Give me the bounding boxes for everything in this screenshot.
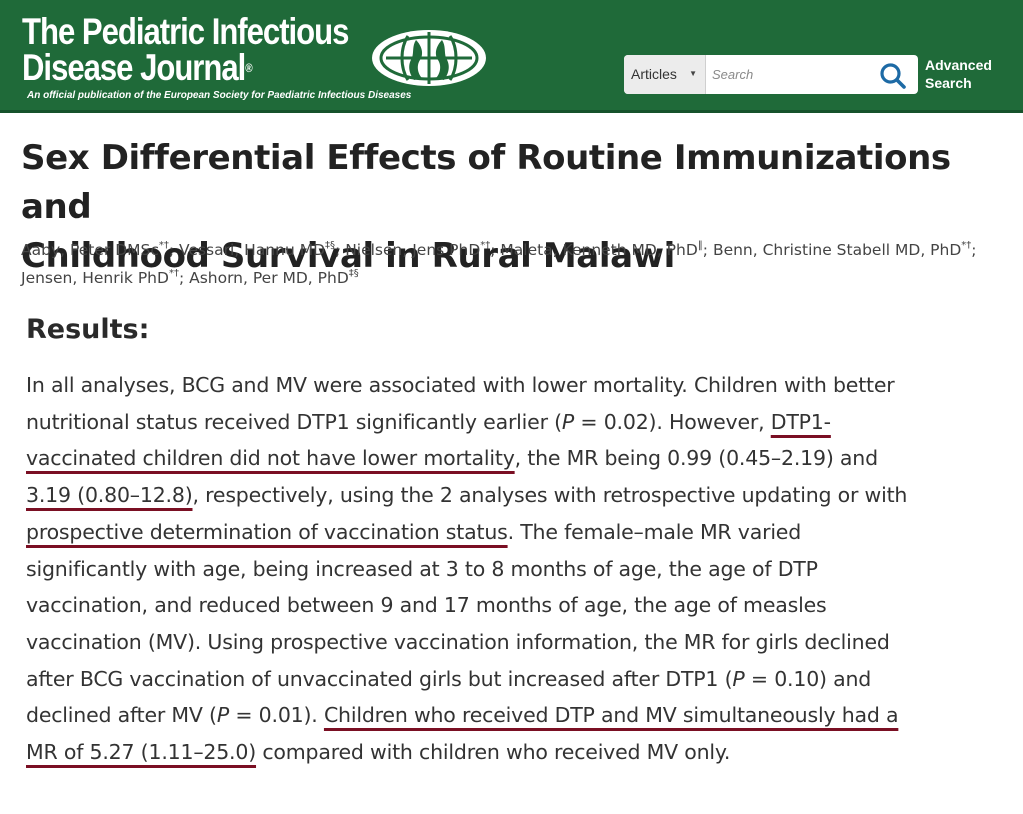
author-separator: ;: [168, 241, 180, 259]
results-heading: Results:: [26, 314, 150, 345]
author-name: Nielsen, Jens PhD: [345, 241, 481, 259]
chevron-down-icon: ▼: [689, 69, 697, 78]
article-title: Sex Differential Effects of Routine Immu…: [21, 134, 1011, 281]
search-scope-label: Articles: [631, 66, 677, 82]
underlined-highlight: prospective determination of vaccination…: [26, 519, 508, 544]
author-link[interactable]: Jensen, Henrik PhD*†: [21, 268, 179, 288]
search-scope-select[interactable]: Articles ▼: [624, 55, 706, 94]
search-input[interactable]: [708, 59, 872, 90]
author-link[interactable]: Nielsen, Jens PhD*†: [345, 240, 491, 260]
results-text: = 0.02). However,: [574, 409, 771, 434]
journal-title-line2: Disease Journal: [22, 47, 246, 88]
search-box: Articles ▼: [624, 55, 918, 94]
results-text: = 0.01).: [229, 703, 324, 728]
author-affiliation-marks: ‡§: [348, 268, 359, 279]
author-link[interactable]: Maleta, Kenneth MD, PhD‖: [500, 240, 703, 260]
author-name: Vessari, Hannu MD: [179, 241, 326, 259]
author-name: Ashorn, Per MD, PhD: [189, 269, 349, 287]
author-separator: ;: [490, 241, 501, 259]
advanced-search-link[interactable]: Advanced Search: [925, 56, 1015, 92]
author-affiliation-marks: ‖: [697, 240, 703, 251]
author-separator: ;: [335, 241, 346, 259]
site-header: The Pediatric Infectious Disease Journal…: [0, 0, 1023, 113]
author-name: Aaby, Peter DMSc: [21, 241, 159, 259]
underlined-highlight: Children who received DTP and MV simulta…: [26, 703, 899, 765]
author-affiliation-marks: ‡§: [325, 240, 336, 251]
author-link[interactable]: Aaby, Peter DMSc*†: [21, 240, 169, 260]
author-affiliation-marks: *†: [480, 240, 491, 251]
results-text: = 0.10) and declined after MV (: [26, 666, 872, 728]
author-link[interactable]: Ashorn, Per MD, PhD‡§: [189, 268, 359, 288]
results-text: , the MR being 0.99 (0.45–2.19) and: [514, 446, 878, 471]
results-text: , respectively, using the 2 analyses wit…: [192, 483, 908, 508]
article-title-line2: Childhood Survival in Rural Malawi: [21, 236, 675, 276]
author-affiliation-marks: *†: [168, 268, 179, 279]
underlined-highlight: 3.19 (0.80–12.8): [26, 483, 193, 508]
results-text-italic: P: [732, 666, 745, 691]
advanced-search-line2: Search: [925, 75, 972, 91]
journal-logo-title[interactable]: The Pediatric Infectious Disease Journal…: [22, 11, 349, 88]
author-list: Aaby, Peter DMSc*†; Vessari, Hannu MD‡§;…: [21, 236, 1011, 292]
results-text: In all analyses, BCG and MV were associa…: [26, 373, 895, 434]
results-text-italic: P: [561, 409, 575, 434]
registered-mark: ®: [245, 61, 253, 75]
underlined-highlight: DTP1-vaccinated children did not have lo…: [26, 409, 831, 471]
results-paragraph: In all analyses, BCG and MV were associa…: [26, 367, 926, 771]
journal-title-line1: The Pediatric Infectious: [22, 11, 349, 52]
author-name: Jensen, Henrik PhD: [21, 269, 169, 287]
author-separator: ;: [971, 241, 977, 259]
article-title-line1: Sex Differential Effects of Routine Immu…: [21, 138, 951, 227]
journal-globe-logo-icon: [372, 30, 486, 86]
results-text-italic: P: [216, 703, 230, 728]
author-separator: ;: [178, 269, 190, 287]
journal-subtitle: An official publication of the European …: [27, 90, 412, 101]
author-link[interactable]: Vessari, Hannu MD‡§: [179, 240, 336, 260]
results-text: compared with children who received MV o…: [256, 740, 731, 765]
search-icon[interactable]: [879, 62, 907, 90]
author-name: Benn, Christine Stabell MD, PhD: [712, 241, 962, 259]
advanced-search-line1: Advanced: [925, 57, 992, 73]
author-affiliation-marks: *†: [961, 240, 972, 251]
author-link[interactable]: Benn, Christine Stabell MD, PhD*†: [712, 240, 972, 260]
results-text: . The female–male MR varied significantl…: [26, 519, 890, 691]
author-affiliation-marks: *†: [158, 240, 169, 251]
author-separator: ;: [702, 241, 713, 259]
author-name: Maleta, Kenneth MD, PhD: [500, 241, 698, 259]
